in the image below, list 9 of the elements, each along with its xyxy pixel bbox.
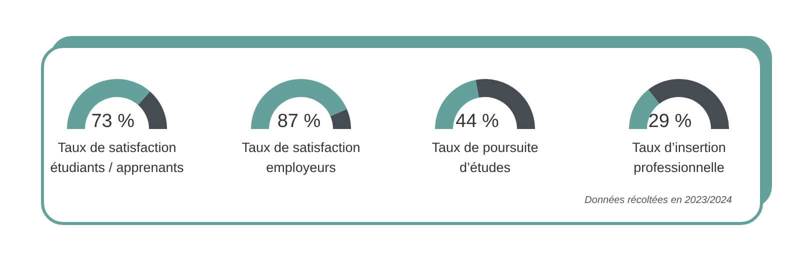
text: Taux de satisfaction employeurs xyxy=(242,140,360,175)
data-label: 44 % xyxy=(456,111,500,132)
text: Taux d’insertion professionnelle xyxy=(632,140,726,175)
data-label: 87 % xyxy=(277,111,321,132)
data-label: 73 % xyxy=(91,111,135,132)
text: Taux de poursuite d’études xyxy=(432,140,538,175)
data-label: 29 % xyxy=(648,111,692,132)
text: Taux de satisfaction étudiants / apprenants xyxy=(50,140,184,175)
text: Données récoltées en 2023/2024 xyxy=(584,195,732,206)
